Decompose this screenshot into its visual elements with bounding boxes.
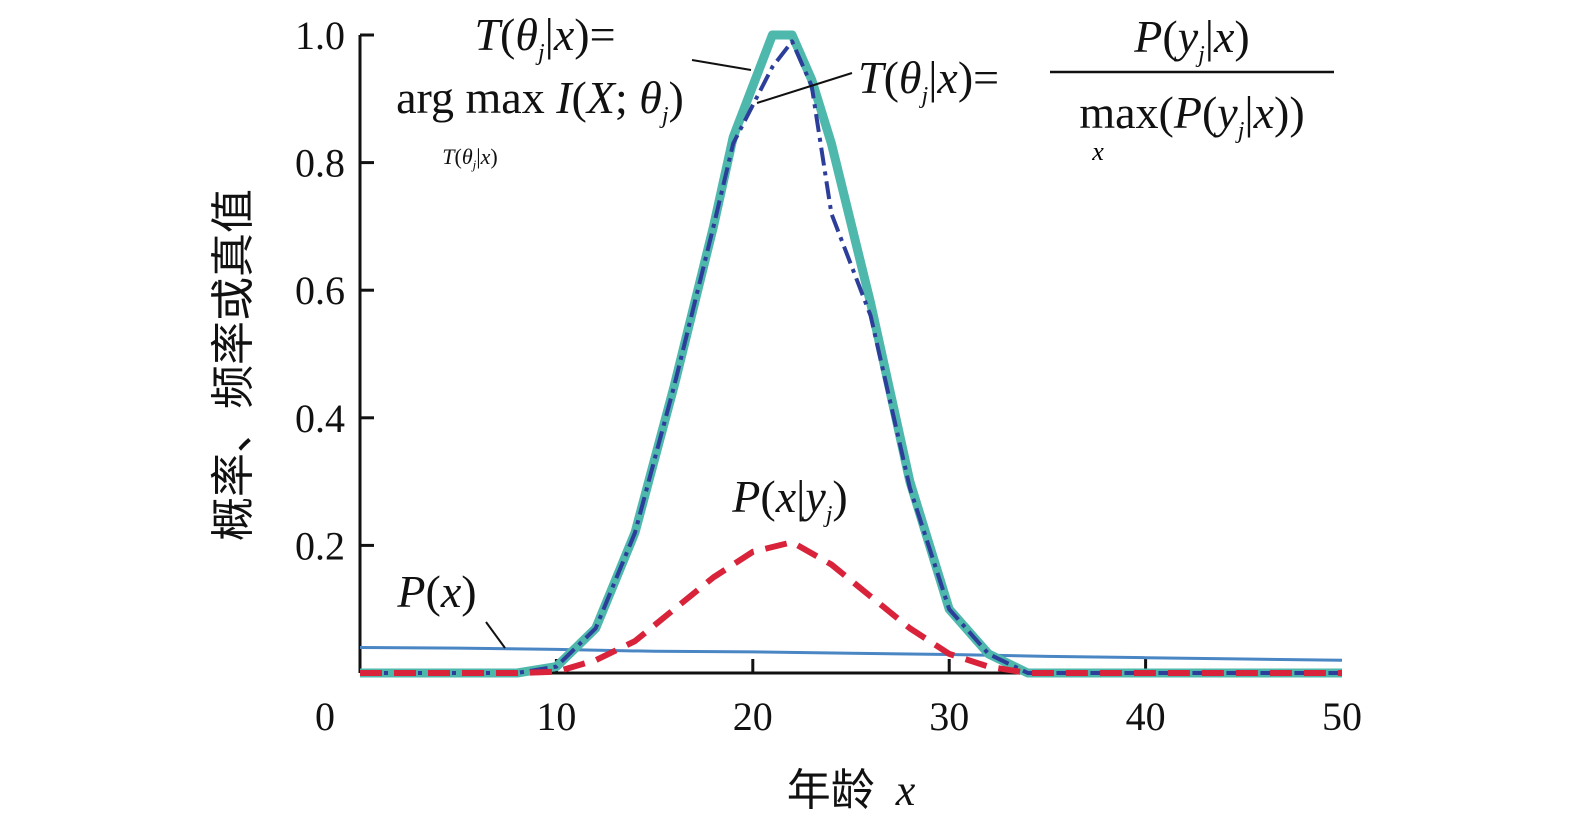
- x-axis-label: 年龄 x: [787, 766, 916, 815]
- leader-T-norm: [756, 72, 853, 104]
- y-axis-label: 概率、频率或真值: [209, 189, 258, 541]
- series-group: [359, 30, 1343, 678]
- y-tick-label: 1.0: [295, 13, 345, 58]
- annotation-T-argmax-sub: T(θj|x): [442, 144, 498, 172]
- y-ticks: 0.2 0.4 0.6 0.8 1.0: [295, 13, 374, 568]
- x-ticks: 0 10 20 30 40 50: [315, 659, 1362, 739]
- y-tick-label: 0.8: [295, 141, 345, 186]
- annotation-T-norm-den-sub: x: [1091, 137, 1104, 166]
- annotation-T-norm-denominator: max(P(yj|x)): [1079, 87, 1304, 144]
- annotation-P-x-given-yj: P(x|yj): [731, 471, 848, 528]
- leader-T-argmax: [691, 59, 752, 71]
- annotation-P-x: P(x): [396, 566, 476, 617]
- series-line-t-argmax: [360, 30, 1342, 678]
- annotation-T-norm-numerator: P(yj|x): [1133, 11, 1250, 68]
- series-line-p-x-: [359, 646, 1343, 662]
- annotation-T-argmax-line2: arg max I(X; θj): [396, 72, 684, 129]
- y-tick-label: 0.2: [295, 523, 345, 568]
- x-tick-label: 40: [1126, 694, 1166, 739]
- y-tick-label: 0.6: [295, 268, 345, 313]
- x-tick-label: 20: [733, 694, 773, 739]
- x-axis-label-var: x: [895, 766, 916, 815]
- x-tick-label: 30: [929, 694, 969, 739]
- leader-P-x: [485, 621, 506, 649]
- y-tick-label: 0.4: [295, 396, 345, 441]
- x-tick-label: 0: [315, 694, 335, 739]
- annotation-T-argmax-line1: T(θj|x)=: [474, 9, 615, 66]
- series-line-t-norm: [360, 39, 1342, 675]
- annotation-T-norm-lhs: T(θj|x)=: [858, 52, 999, 109]
- x-tick-label: 50: [1322, 694, 1362, 739]
- x-axis-label-text: 年龄: [787, 766, 875, 815]
- x-tick-label: 10: [536, 694, 576, 739]
- series-line-p-x-yj-: [360, 539, 1342, 676]
